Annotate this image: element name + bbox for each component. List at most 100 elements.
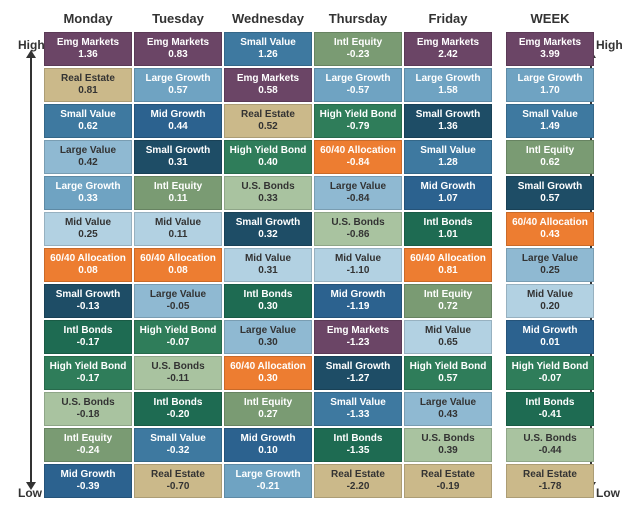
cell: 60/40 Allocation-0.84: [314, 140, 402, 174]
cell-label: Mid Growth: [241, 433, 296, 446]
cell: Large Value0.30: [224, 320, 312, 354]
cell-value: -1.23: [347, 337, 370, 350]
cell: U.S. Bonds-0.11: [134, 356, 222, 390]
cell-label: Small Value: [150, 433, 206, 446]
cell-value: 0.33: [258, 193, 277, 206]
cell: High Yield Bond-0.07: [506, 356, 594, 390]
cell-label: Large Growth: [55, 181, 120, 194]
cell-value: 3.99: [540, 49, 559, 62]
cell-value: 0.31: [258, 265, 277, 278]
cell-label: Mid Value: [527, 289, 573, 302]
cell-label: Mid Growth: [421, 181, 476, 194]
cell-label: 60/40 Allocation: [140, 253, 216, 266]
cell: Real Estate-0.19: [404, 464, 492, 498]
cell: Emg Markets3.99: [506, 32, 594, 66]
cell-label: 60/40 Allocation: [320, 145, 396, 158]
cell: Large Growth1.70: [506, 68, 594, 102]
cell-value: 0.62: [540, 157, 559, 170]
cell-value: -0.32: [167, 445, 190, 458]
column: FridayEmg Markets2.42Large Growth1.58Sma…: [404, 8, 492, 498]
cell-label: Mid Value: [425, 325, 471, 338]
cell-label: Small Growth: [56, 289, 120, 302]
cell: Real Estate0.81: [44, 68, 132, 102]
cell-value: 1.26: [258, 49, 277, 62]
cell-value: -0.23: [347, 49, 370, 62]
cell-label: Intl Bonds: [154, 397, 203, 410]
cell: Large Growth1.58: [404, 68, 492, 102]
week-column-gap: [494, 8, 504, 498]
cell: 60/40 Allocation0.43: [506, 212, 594, 246]
column: WEEKEmg Markets3.99Large Growth1.70 Small…: [506, 8, 594, 498]
cell-label: High Yield Bond: [50, 361, 127, 374]
cell-value: 0.30: [258, 337, 277, 350]
cell-label: Intl Equity: [64, 433, 112, 446]
cell-value: -0.17: [77, 373, 100, 386]
cell: Small Value-0.32: [134, 428, 222, 462]
cell: Small Value-1.33: [314, 392, 402, 426]
cell-value: 0.81: [438, 265, 457, 278]
cell-label: Large Growth: [145, 73, 210, 86]
cell-label: Mid Value: [155, 217, 201, 230]
cell-value: -1.19: [347, 301, 370, 314]
cell: Small Value0.62: [44, 104, 132, 138]
cell-value: -1.78: [539, 481, 562, 494]
cell-label: Intl Bonds: [526, 397, 575, 410]
cell: Mid Value0.31: [224, 248, 312, 282]
cell: Intl Bonds0.30: [224, 284, 312, 318]
cell: Emg Markets0.58: [224, 68, 312, 102]
cell-value: 0.20: [540, 301, 559, 314]
cell-label: Small Value: [330, 397, 386, 410]
cell: U.S. Bonds-0.18: [44, 392, 132, 426]
cell-label: Intl Bonds: [244, 289, 293, 302]
cell-label: U.S. Bonds: [241, 181, 294, 194]
cell-label: Intl Bonds: [334, 433, 383, 446]
cell: 60/40 Allocation0.08: [134, 248, 222, 282]
cell: Mid Growth-0.39: [44, 464, 132, 498]
cell: Mid Value-1.10: [314, 248, 402, 282]
cell: High Yield Bond-0.07: [134, 320, 222, 354]
cell-value: 0.57: [168, 85, 187, 98]
column-header: Thursday: [314, 8, 402, 30]
cell: U.S. Bonds0.33: [224, 176, 312, 210]
cell-label: Real Estate: [61, 73, 115, 86]
cell: Mid Value0.20: [506, 284, 594, 318]
cell: Intl Equity-0.24: [44, 428, 132, 462]
cell: Intl Equity-0.23: [314, 32, 402, 66]
cell-label: Large Value: [522, 253, 578, 266]
cell-label: Emg Markets: [57, 37, 119, 50]
cell: Intl Bonds-0.20: [134, 392, 222, 426]
column-header: WEEK: [506, 8, 594, 30]
cell-label: Small Growth: [326, 361, 390, 374]
cell-label: High Yield Bond: [410, 361, 487, 374]
column: MondayEmg Markets1.36Real Estate0.81Smal…: [44, 8, 132, 498]
column: WednesdaySmall Value1.26Emg Markets0.58R…: [224, 8, 312, 498]
cell-label: Small Value: [522, 109, 578, 122]
cell: Intl Bonds-0.17: [44, 320, 132, 354]
column: ThursdayIntl Equity-0.23Large Growth-0.5…: [314, 8, 402, 498]
cell: Small Growth0.32: [224, 212, 312, 246]
cell-value: 0.83: [168, 49, 187, 62]
cell-label: U.S. Bonds: [523, 433, 576, 446]
cell-label: Intl Equity: [424, 289, 472, 302]
cell-label: Small Value: [420, 145, 476, 158]
cell-value: -1.33: [347, 409, 370, 422]
cell-value: 0.43: [540, 229, 559, 242]
cell-value: -0.44: [539, 445, 562, 458]
cell-label: Mid Value: [65, 217, 111, 230]
cell-label: 60/40 Allocation: [410, 253, 486, 266]
cell-value: 1.36: [78, 49, 97, 62]
cell: Large Value0.25: [506, 248, 594, 282]
cell: High Yield Bond-0.17: [44, 356, 132, 390]
cell-label: U.S. Bonds: [421, 433, 474, 446]
axis-low-right: Low: [596, 486, 620, 500]
cell-label: Real Estate: [331, 469, 385, 482]
cell-label: Large Value: [60, 145, 116, 158]
cell: Large Growth0.57: [134, 68, 222, 102]
cell-label: Mid Growth: [331, 289, 386, 302]
cell-value: 1.49: [540, 121, 559, 134]
cell-label: Emg Markets: [327, 325, 389, 338]
cell-value: -0.24: [77, 445, 100, 458]
cell: Real Estate-2.20: [314, 464, 402, 498]
cell-value: -1.35: [347, 445, 370, 458]
cell-value: 0.52: [258, 121, 277, 134]
